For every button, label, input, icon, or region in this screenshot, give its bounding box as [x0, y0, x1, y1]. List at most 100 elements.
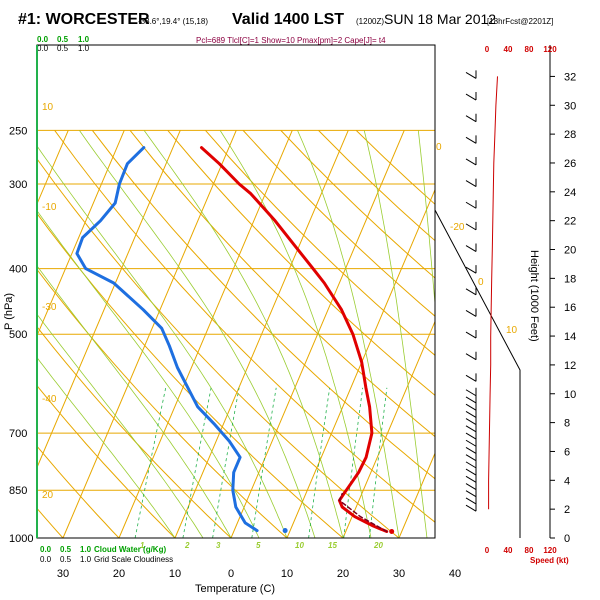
- station-coords: -33.6°,19.4° (15,18): [138, 17, 208, 26]
- wind-barb: [465, 468, 477, 476]
- height-tick-label: 16: [564, 302, 576, 314]
- cloud-scale-bottom: 1.0: [80, 545, 92, 554]
- wind-barb: [465, 223, 477, 231]
- moist-adiabat: [37, 209, 260, 538]
- wind-barb: [465, 447, 477, 454]
- temperature-tick-label: 30: [393, 568, 405, 580]
- height-tick-label: 4: [564, 475, 570, 487]
- isotherm-line: [230, 130, 405, 538]
- isotherm-line: [37, 130, 69, 206]
- speed-tick-label: 120: [543, 546, 557, 555]
- dry-adiabat: [37, 268, 288, 538]
- adiabat-label: 0: [436, 142, 442, 153]
- pressure-tick-label: 700: [9, 428, 27, 440]
- grid-scale-label-2: 1.0: [78, 44, 90, 53]
- adiabat-label: 10: [42, 102, 54, 113]
- moist-adiabat: [219, 130, 372, 538]
- mixing-ratio-line: [369, 387, 388, 538]
- wind-barb: [465, 483, 477, 490]
- isotherm-line: [174, 130, 349, 538]
- mixing-ratio-label: 5: [256, 541, 261, 550]
- wind-barb: [465, 93, 477, 101]
- mixing-ratio-line: [251, 387, 277, 538]
- station-title: #1: WORCESTER: [18, 11, 150, 28]
- height-tick-label: 22: [564, 216, 576, 228]
- mixing-ratio-label: 2: [184, 541, 190, 550]
- height-tick-label: 32: [564, 71, 576, 83]
- dewpoint-profile: [75, 146, 259, 533]
- height-axis-title: Height (1000 Feet): [528, 250, 540, 342]
- dry-adiabat: [129, 130, 435, 438]
- pressure-tick-label: 500: [9, 329, 27, 341]
- grid-scale-bottom: 0.5: [60, 555, 72, 564]
- wind-barb: [465, 475, 477, 483]
- parcel-params: Pcl=689 Tlcl[C]=1 Show=10 Pmax[pm]=2 Cap…: [196, 36, 386, 45]
- height-tick-label: 12: [564, 360, 576, 372]
- height-tick-label: 28: [564, 129, 576, 141]
- wind-barb: [465, 418, 477, 426]
- temperature-tick-label: 40: [449, 568, 461, 580]
- mixing-ratio-line: [212, 387, 240, 538]
- moist-adiabat: [417, 130, 435, 309]
- wind-barb: [465, 410, 477, 418]
- wind-barb: [465, 490, 477, 498]
- temperature-tick-label: 20: [113, 568, 125, 580]
- wind-barb: [465, 331, 477, 339]
- speed-tick-label: 80: [525, 546, 534, 555]
- height-tick-label: 18: [564, 273, 576, 285]
- temperature-tick-label: 10: [281, 568, 293, 580]
- adiabat-label: -10: [42, 202, 57, 213]
- wind-barb: [465, 403, 477, 411]
- wind-barb: [465, 439, 477, 447]
- height-tick-label: 24: [564, 187, 576, 199]
- grid-scale-bottom: 0.0: [40, 555, 52, 564]
- temperature-tick-label: 30: [57, 568, 69, 580]
- isotherm-line: [118, 130, 293, 538]
- dry-adiabat: [242, 130, 435, 317]
- cloud-scale-label-1: 0.5: [57, 35, 69, 44]
- moist-adiabat: [79, 130, 316, 538]
- isotherm-line: [511, 130, 600, 538]
- isotherm-line: [286, 188, 435, 538]
- mixing-ratio-label: 20: [373, 541, 383, 550]
- cloud-scale-label-0: 0.0: [37, 35, 49, 44]
- speed-tick-label: 0: [485, 546, 490, 555]
- mixing-ratio-line: [182, 387, 212, 538]
- isotherm-line: [455, 130, 600, 538]
- wind-barb: [465, 245, 477, 252]
- grid-cloud-label: Grid Scale Cloudiness: [94, 555, 173, 564]
- wind-barb: [465, 497, 477, 505]
- mixing-ratio-label: 1: [140, 541, 145, 550]
- temperature-tick-label: 20: [337, 568, 349, 580]
- moist-adiabat: [363, 130, 428, 538]
- cloud-scale-bottom: 0.5: [60, 545, 72, 554]
- height-tick-label: 20: [564, 245, 576, 257]
- wind-barb: [465, 158, 477, 166]
- wind-barb: [465, 461, 477, 469]
- temperature-profile: [200, 146, 389, 533]
- wind-barb: [465, 353, 477, 361]
- moist-adiabat: [297, 130, 400, 538]
- moist-adiabat-label: 0: [478, 277, 484, 288]
- dry-adiabat: [280, 130, 435, 279]
- moist-adiabat-label: 20: [42, 490, 54, 501]
- mixing-ratio-line: [134, 387, 167, 538]
- dry-adiabat: [37, 325, 232, 538]
- speed-axis-title: Speed (kt): [530, 556, 569, 565]
- wind-panel: Height (1000 Feet) 323028262422201816141…: [465, 45, 576, 555]
- wind-barb: [465, 201, 477, 209]
- height-tick-label: 10: [564, 389, 576, 401]
- wind-barb: [465, 136, 477, 144]
- speed-tick-label: 40: [504, 546, 513, 555]
- pressure-tick-label: 250: [9, 125, 27, 137]
- moist-adiabat: [143, 130, 344, 538]
- wind-barb: [465, 504, 477, 512]
- wind-barb: [465, 115, 477, 123]
- height-tick-label: 0: [564, 533, 570, 545]
- mixing-ratio-line: [343, 387, 364, 538]
- wind-barb: [465, 396, 477, 404]
- wind-barb: [465, 309, 477, 317]
- pressure-tick-label: 300: [9, 179, 27, 191]
- mixing-ratio-label: 10: [295, 541, 304, 550]
